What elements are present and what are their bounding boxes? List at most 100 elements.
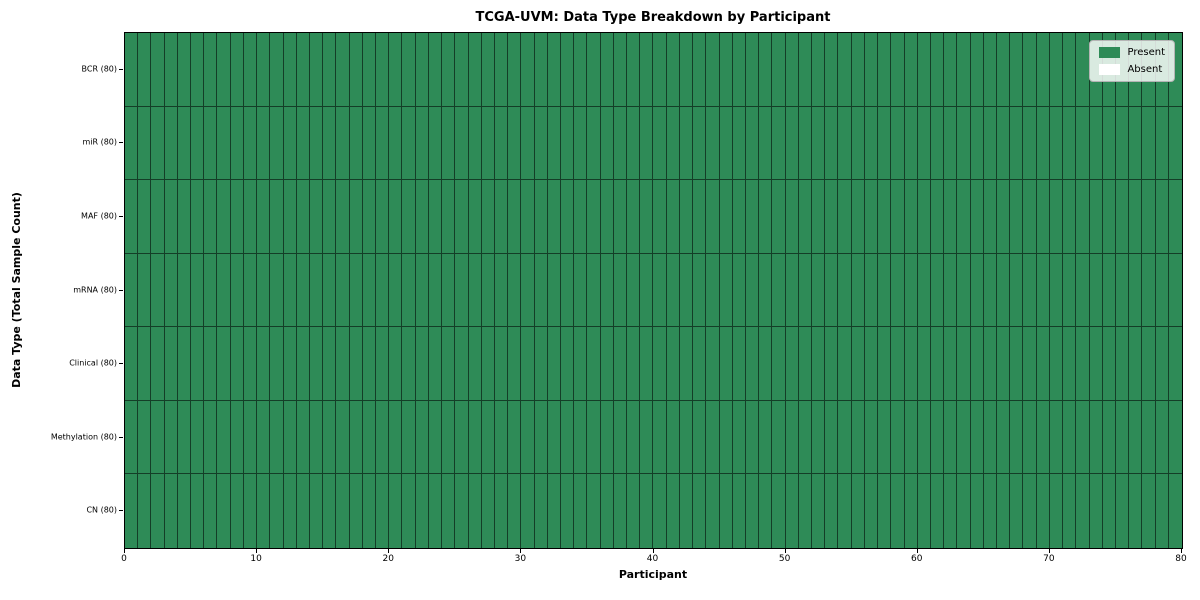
- y-tick-mark: [119, 510, 123, 512]
- heatmap-cell: [1063, 400, 1077, 475]
- y-tick-mark: [119, 436, 123, 438]
- heatmap-cell: [745, 400, 760, 475]
- heatmap-cell: [455, 327, 469, 401]
- heatmap-cell: [878, 33, 892, 107]
- heatmap-cell: [719, 474, 733, 548]
- heatmap-cell: [944, 180, 958, 254]
- heatmap-cell: [653, 253, 667, 328]
- heatmap-cell: [415, 180, 429, 254]
- heatmap-cell: [666, 180, 680, 254]
- heatmap-cell: [270, 106, 284, 181]
- heatmap-cell: [309, 106, 324, 181]
- heatmap-cell: [679, 400, 694, 475]
- heatmap-cell: [415, 474, 429, 548]
- heatmap-cell: [917, 180, 931, 254]
- heatmap-cell: [125, 400, 139, 475]
- heatmap-cell: [904, 253, 918, 328]
- heatmap-cell: [1168, 327, 1182, 401]
- heatmap-cell: [362, 253, 377, 328]
- heatmap-cell: [719, 253, 733, 328]
- heatmap-cell: [587, 180, 601, 254]
- heatmap-cell: [732, 400, 746, 475]
- heatmap-cell: [389, 106, 403, 181]
- heatmap-cell: [1023, 33, 1037, 107]
- heatmap-cell: [455, 253, 469, 328]
- heatmap-cell: [812, 253, 826, 328]
- heatmap-cell: [481, 33, 495, 107]
- heatmap-cell: [1089, 474, 1103, 548]
- heatmap-cell: [164, 327, 178, 401]
- heatmap-cell: [204, 180, 218, 254]
- heatmap-cell: [191, 474, 205, 548]
- heatmap-cell: [389, 400, 403, 475]
- heatmap-cell: [587, 474, 601, 548]
- heatmap-cell: [296, 33, 310, 107]
- heatmap-cell: [772, 474, 786, 548]
- heatmap-cell: [534, 106, 548, 181]
- heatmap-cell: [283, 33, 297, 107]
- heatmap-cell: [468, 253, 482, 328]
- heatmap-cell: [891, 180, 905, 254]
- heatmap-cell: [1102, 400, 1116, 475]
- heatmap-cell: [521, 327, 535, 401]
- heatmap-cell: [732, 106, 746, 181]
- heatmap-cell: [970, 400, 984, 475]
- heatmap-cell: [270, 400, 284, 475]
- heatmap-cell: [653, 106, 667, 181]
- heatmap-cell: [376, 327, 390, 401]
- heatmap-cell: [944, 474, 958, 548]
- heatmap-cell: [243, 474, 258, 548]
- heatmap-cell: [521, 180, 535, 254]
- heatmap-cell: [1102, 327, 1116, 401]
- heatmap-cell: [164, 33, 178, 107]
- heatmap-cell: [917, 106, 931, 181]
- heatmap-cell: [362, 327, 377, 401]
- heatmap-cell: [204, 474, 218, 548]
- heatmap-cell: [1155, 327, 1169, 401]
- y-tick-label: Clinical (80): [69, 358, 117, 368]
- heatmap-cell: [164, 474, 178, 548]
- heatmap-cell: [1076, 106, 1090, 181]
- heatmap-cell: [428, 180, 443, 254]
- heatmap-cell: [230, 474, 244, 548]
- heatmap-cell: [1142, 106, 1156, 181]
- heatmap-cell: [336, 474, 350, 548]
- heatmap-cell: [428, 33, 443, 107]
- heatmap-cell: [997, 180, 1011, 254]
- heatmap-cell: [759, 327, 773, 401]
- heatmap-cell: [376, 400, 390, 475]
- heatmap-cell: [1115, 400, 1130, 475]
- heatmap-cell: [1089, 400, 1103, 475]
- heatmap-cell: [825, 400, 839, 475]
- heatmap-cell: [825, 327, 839, 401]
- heatmap-cell: [534, 474, 548, 548]
- heatmap-cell: [362, 33, 377, 107]
- heatmap-cell: [1036, 400, 1050, 475]
- heatmap-cell: [270, 253, 284, 328]
- heatmap-cell: [970, 180, 984, 254]
- heatmap-cell: [1089, 180, 1103, 254]
- heatmap-cell: [323, 474, 337, 548]
- heatmap-cell: [851, 180, 865, 254]
- heatmap-cell: [587, 106, 601, 181]
- heatmap-cell: [838, 33, 852, 107]
- x-tick-label: 30: [514, 554, 527, 564]
- heatmap-cell: [864, 400, 879, 475]
- heatmap-cell: [177, 327, 192, 401]
- heatmap-cell: [1089, 327, 1103, 401]
- heatmap-cell: [1010, 106, 1024, 181]
- heatmap-cell: [521, 106, 535, 181]
- heatmap-cell: [732, 253, 746, 328]
- heatmap-cell: [296, 327, 310, 401]
- heatmap-cell: [970, 327, 984, 401]
- heatmap-cell: [1036, 474, 1050, 548]
- heatmap-cell: [534, 180, 548, 254]
- heatmap-cell: [878, 253, 892, 328]
- heatmap-cell: [1168, 400, 1182, 475]
- heatmap-cell: [1076, 474, 1090, 548]
- heatmap-cell: [600, 474, 614, 548]
- heatmap-cell: [1063, 253, 1077, 328]
- heatmap-cell: [402, 180, 416, 254]
- heatmap-cell: [706, 327, 720, 401]
- heatmap-cell: [679, 33, 694, 107]
